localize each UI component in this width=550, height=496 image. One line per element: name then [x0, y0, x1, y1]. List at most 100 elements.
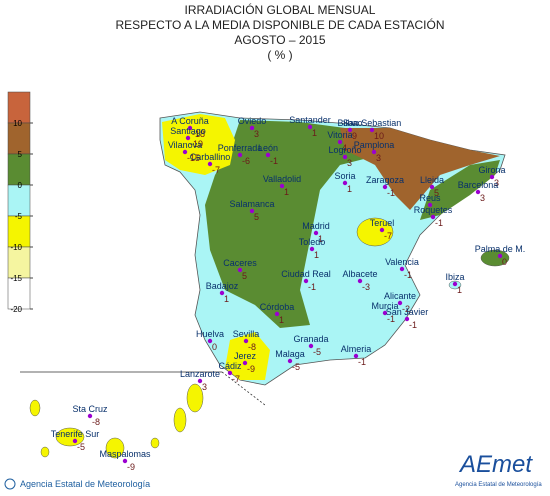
green-zone: [420, 160, 500, 220]
station-name: Roquetes: [414, 205, 453, 215]
station-value: -1: [387, 188, 395, 198]
station-value: 1: [347, 184, 352, 194]
title-line: RESPECTO A LA MEDIA DISPONIBLE DE CADA E…: [116, 17, 445, 32]
green-zone: [205, 120, 400, 328]
station-name: Zaragoza: [366, 175, 404, 185]
station-name: Madrid: [302, 221, 330, 231]
station-name: Malaga: [275, 349, 305, 359]
legend-tick-label: -5: [15, 212, 23, 221]
station-name: Almeria: [341, 344, 372, 354]
station-name: Carballino: [190, 152, 231, 162]
station-dot: [197, 378, 203, 384]
station-value: -1: [358, 357, 366, 367]
station-value: -9: [127, 462, 135, 472]
station-dot: [182, 149, 188, 155]
station-value: 1: [284, 187, 289, 197]
station-name: Toledo: [299, 237, 326, 247]
station-value: 1: [318, 234, 323, 244]
station-name: Caceres: [223, 258, 257, 268]
station-dot: [87, 413, 93, 419]
station-name: San Sebastian: [343, 118, 402, 128]
island: [480, 249, 510, 267]
brown-zone: [340, 128, 500, 210]
station-dot: [309, 246, 315, 252]
station-name: Maspalomas: [99, 449, 151, 459]
station-value: -2: [402, 304, 410, 314]
station-name: Cádiz: [218, 361, 242, 371]
station-dot: [249, 125, 255, 131]
station-dot: [369, 127, 375, 133]
station-dot: [227, 370, 233, 376]
station-name: A Coruña: [171, 116, 209, 126]
legend-tick-label: 0: [18, 181, 23, 190]
station-dot: [313, 230, 319, 236]
station-dot: [279, 183, 285, 189]
station-value: -1: [404, 270, 412, 280]
station-value: 5: [254, 212, 259, 222]
station-value: -19: [190, 139, 203, 149]
station-value: -1: [409, 320, 417, 330]
station-value: 1: [312, 128, 317, 138]
station-value: 1: [314, 250, 319, 260]
station-value: -18: [192, 129, 205, 139]
station-value: -7: [232, 374, 240, 384]
station-name: San Javier: [386, 307, 429, 317]
station-value: -8: [248, 342, 256, 352]
legend-tick-label: -20: [10, 305, 22, 314]
station-dot: [382, 184, 388, 190]
copyright-icon: [4, 478, 16, 490]
station-dot: [429, 184, 435, 190]
station-value: 5: [242, 271, 247, 281]
station-name: Murcia: [371, 301, 398, 311]
station-dot: [452, 281, 458, 287]
station-dot: [219, 290, 225, 296]
station-name: Vilanova: [168, 140, 202, 150]
yellow-zone: [225, 332, 270, 380]
station-name: Salamanca: [229, 199, 274, 209]
station-name: León: [258, 143, 278, 153]
station-dot: [342, 180, 348, 186]
station-value: 3: [376, 153, 381, 163]
station-dot: [430, 214, 436, 220]
station-name: Jerez: [234, 351, 257, 361]
station-dot: [347, 127, 353, 133]
station-name: Córdoba: [260, 302, 295, 312]
station-value: -15: [187, 153, 200, 163]
station-value: 10: [374, 131, 384, 141]
station-value: 1: [457, 285, 462, 295]
station-value: -1: [308, 282, 316, 292]
station-dot: [337, 139, 343, 145]
island: [40, 446, 50, 458]
island: [29, 399, 41, 417]
station-dot: [353, 353, 359, 359]
station-dot: [427, 202, 433, 208]
station-name: Sta Cruz: [72, 404, 108, 414]
station-value: -6: [242, 156, 250, 166]
station-value: 3: [254, 129, 259, 139]
station-dot: [274, 311, 280, 317]
legend-tick-label: 5: [18, 150, 23, 159]
station-value: -9: [247, 364, 255, 374]
station-value: 0: [212, 342, 217, 352]
station-dot: [287, 358, 293, 364]
station-name: Bilbao: [337, 118, 362, 128]
station-dot: [371, 149, 377, 155]
station-value: 0: [502, 257, 507, 267]
station-value: 3: [480, 193, 485, 203]
station-dot: [404, 316, 410, 322]
yellow-zone: [162, 114, 235, 175]
station-dot: [185, 135, 191, 141]
station-name: Girona: [478, 165, 505, 175]
station-dot: [187, 125, 193, 131]
inset-border: [221, 371, 266, 406]
station-name: Ibiza: [445, 272, 464, 282]
station-value: 5: [434, 188, 439, 198]
station-value: -5: [313, 347, 321, 357]
station-dot: [379, 227, 385, 233]
legend-tick-label: 10: [13, 119, 22, 128]
legend-tick-label: -10: [10, 243, 22, 252]
island: [173, 407, 187, 433]
station-dot: [303, 278, 309, 284]
station-name: Huelva: [196, 329, 224, 339]
